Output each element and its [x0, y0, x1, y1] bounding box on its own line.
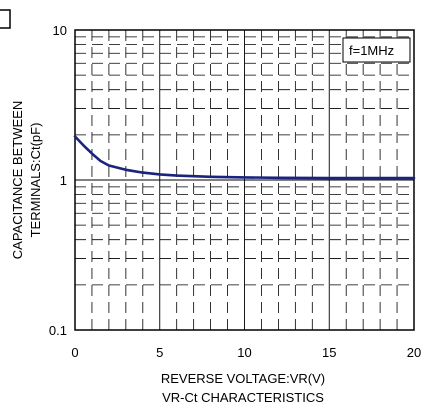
y-axis-label: CAPACITANCE BETWEEN TERMINALS:Ct(pF)	[10, 101, 43, 259]
x-tick-label: 0	[71, 345, 78, 360]
x-tick-label: 5	[156, 345, 163, 360]
legend-box	[342, 37, 411, 63]
chart-caption: VR-Ct CHARACTERISTICS	[162, 390, 324, 405]
grid	[75, 30, 414, 330]
y-axis-label-line-2: TERMINALS:Ct(pF)	[28, 123, 43, 238]
legend-label: f=1MHz	[349, 43, 394, 58]
corner-bracket	[0, 9, 11, 29]
x-tick-labels: 0 5 10 15 20	[71, 345, 421, 360]
y-tick-label: 0.1	[49, 323, 67, 338]
series-layer	[73, 135, 416, 180]
series-line	[73, 135, 416, 180]
y-tick-labels: 0.1 1 10	[49, 23, 67, 338]
x-axis-label: REVERSE VOLTAGE:VR(V)	[161, 371, 325, 386]
y-axis-label-line-1: CAPACITANCE BETWEEN	[10, 101, 25, 259]
y-tick-label: 10	[53, 23, 67, 38]
x-tick-label: 10	[237, 345, 251, 360]
x-tick-label: 20	[407, 345, 421, 360]
x-tick-label: 15	[322, 345, 336, 360]
legend: f=1MHz	[342, 37, 411, 63]
plot-frame	[74, 29, 415, 331]
y-tick-label: 1	[60, 173, 67, 188]
